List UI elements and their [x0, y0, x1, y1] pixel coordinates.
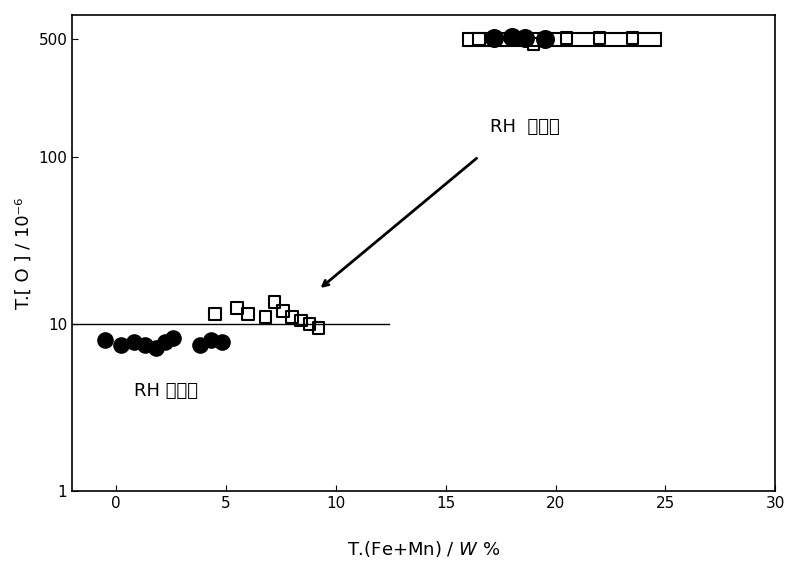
Point — [538, 34, 551, 43]
Point — [138, 340, 151, 350]
Point — [150, 343, 162, 353]
Point — [167, 333, 180, 343]
Point — [527, 39, 540, 48]
Bar — [463, 33, 661, 46]
Point — [560, 33, 573, 43]
Point — [215, 338, 228, 347]
Point — [99, 336, 112, 345]
Point — [114, 340, 127, 350]
Point — [194, 340, 206, 350]
Point — [294, 316, 307, 325]
Point — [472, 34, 485, 43]
Point — [242, 309, 254, 318]
Point — [259, 312, 272, 322]
Point — [593, 33, 606, 43]
Point — [268, 297, 281, 307]
Point — [626, 33, 639, 43]
Point — [312, 323, 325, 332]
Text: T.(Fe+Mn) / $\mathit{W}$ %: T.(Fe+Mn) / $\mathit{W}$ % — [347, 539, 501, 559]
Point — [158, 338, 171, 347]
Text: RH  脉氧前: RH 脉氧前 — [490, 118, 559, 136]
Point — [488, 33, 501, 43]
Point — [506, 32, 518, 41]
Point — [303, 319, 316, 329]
Point — [277, 306, 290, 315]
Point — [127, 338, 140, 347]
Point — [286, 312, 298, 322]
Text: RH 处理后: RH 处理后 — [134, 382, 198, 399]
Point — [204, 336, 217, 345]
Point — [518, 33, 531, 43]
Point — [230, 303, 243, 312]
Y-axis label: T.[ O ] / 10⁻⁶: T.[ O ] / 10⁻⁶ — [15, 198, 33, 309]
Point — [209, 309, 222, 318]
